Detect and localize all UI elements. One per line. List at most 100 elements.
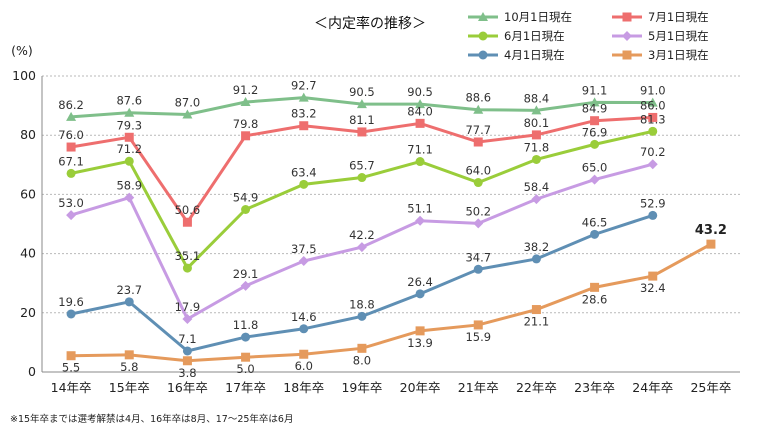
x-tick-label: 18年卒 (283, 380, 324, 395)
series-2: 67.1 71.2 35.1 54.9 63.4 65.7 71.1 64.0 71.8 76.9… (58, 112, 666, 273)
data-point (182, 263, 192, 273)
y-tick-label: 60 (20, 186, 36, 201)
data-point (124, 107, 135, 117)
data-label: 51.1 (407, 202, 433, 216)
legend-label: 5月1日現在 (648, 29, 709, 43)
data-label: 90.5 (349, 85, 375, 99)
data-point (124, 132, 134, 142)
data-label: 58.4 (524, 180, 550, 194)
data-point (182, 109, 193, 119)
data-label: 92.7 (291, 79, 317, 93)
data-point (182, 314, 193, 325)
data-point (298, 92, 309, 102)
data-point (357, 173, 367, 183)
data-point (590, 282, 600, 292)
data-label: 26.4 (407, 275, 433, 289)
data-point (299, 349, 309, 359)
data-point (473, 320, 483, 330)
y-tick-label: 40 (20, 246, 36, 261)
data-label: 13.9 (407, 336, 433, 350)
legend-label: 6月1日現在 (504, 29, 565, 43)
data-point (415, 215, 426, 226)
data-label: 63.4 (291, 165, 317, 179)
data-label: 5.5 (62, 361, 80, 375)
data-label: 86.2 (58, 98, 84, 112)
data-label: 42.2 (349, 228, 375, 242)
data-point (478, 31, 488, 41)
legend-item: 6月1日現在 (468, 29, 565, 43)
data-point (589, 174, 600, 185)
data-point (473, 178, 483, 188)
data-label: 52.9 (640, 196, 666, 210)
data-point (648, 112, 658, 122)
data-label: 34.7 (465, 250, 491, 264)
data-label: 70.2 (640, 145, 666, 159)
data-point (622, 31, 632, 41)
data-label: 71.2 (116, 142, 142, 156)
legend-label: 10月1日現在 (504, 10, 572, 24)
data-point (298, 256, 309, 266)
data-label: 81.3 (640, 112, 666, 126)
data-label: 86.0 (640, 98, 666, 112)
data-point (66, 142, 76, 152)
data-point (182, 217, 192, 227)
data-point (590, 116, 600, 126)
data-point (647, 97, 658, 107)
data-point (357, 343, 367, 353)
data-label: 5.0 (236, 362, 254, 376)
data-point (590, 229, 600, 239)
legend-item: 3月1日現在 (612, 48, 709, 62)
data-point (473, 104, 484, 114)
data-point (531, 194, 542, 205)
data-label: 77.7 (465, 123, 491, 137)
legend: 10月1日現在 7月1日現在 6月1日現在 5月1日現在 4月1日現在 3月1日現在 (468, 10, 709, 62)
x-tick-label: 21年卒 (458, 380, 499, 395)
data-label: 84.9 (582, 102, 608, 116)
data-point (706, 239, 716, 249)
data-label: 18.8 (349, 297, 375, 311)
series-1: 76.0 79.3 50.6 79.8 83.2 81.1 84.0 77.7 80.1 84.9… (58, 98, 666, 227)
legend-item: 7月1日現在 (612, 10, 709, 24)
data-point (66, 210, 77, 221)
data-point (473, 264, 483, 274)
x-tick-label: 23年卒 (574, 380, 615, 395)
data-point (531, 130, 541, 140)
data-point (299, 179, 309, 189)
data-point (241, 131, 251, 141)
data-label: 90.5 (407, 85, 433, 99)
data-point (648, 210, 658, 220)
series-5: 5.5 5.8 3.8 5.0 6.0 8.0 13.9 15.9 21.1 28.6 32.4 43… (62, 223, 727, 380)
data-point (478, 12, 488, 21)
data-label: 29.1 (233, 267, 259, 281)
data-label: 91.0 (640, 84, 666, 98)
data-point (241, 204, 251, 214)
data-point (622, 12, 632, 22)
data-label: 6.0 (295, 359, 313, 373)
data-label: 91.2 (233, 83, 259, 97)
data-point (415, 99, 426, 109)
data-point (182, 356, 192, 366)
legend-item: 4月1日現在 (468, 48, 565, 62)
data-label: 14.6 (291, 310, 317, 324)
series-3: 53.0 58.9 17.9 29.1 37.5 42.2 51.1 50.2 58.4 65.0… (58, 145, 666, 325)
x-tick-label: 16年卒 (167, 380, 208, 395)
data-point (124, 350, 134, 360)
legend-label: 4月1日現在 (504, 48, 565, 62)
data-label: 88.4 (524, 91, 550, 105)
data-label: 15.9 (465, 330, 491, 344)
grid (42, 75, 740, 314)
data-label: 79.8 (233, 117, 259, 131)
data-point (622, 50, 632, 60)
data-point (415, 326, 425, 336)
data-point (357, 311, 367, 321)
data-point (241, 352, 251, 362)
data-point (648, 126, 658, 136)
data-point (589, 97, 600, 107)
data-point (590, 139, 600, 149)
data-label: 58.9 (116, 179, 142, 193)
series-line (71, 242, 712, 363)
data-point (356, 242, 367, 253)
data-point (531, 305, 541, 315)
data-point (648, 271, 658, 281)
legend-item: 5月1日現在 (612, 29, 709, 43)
